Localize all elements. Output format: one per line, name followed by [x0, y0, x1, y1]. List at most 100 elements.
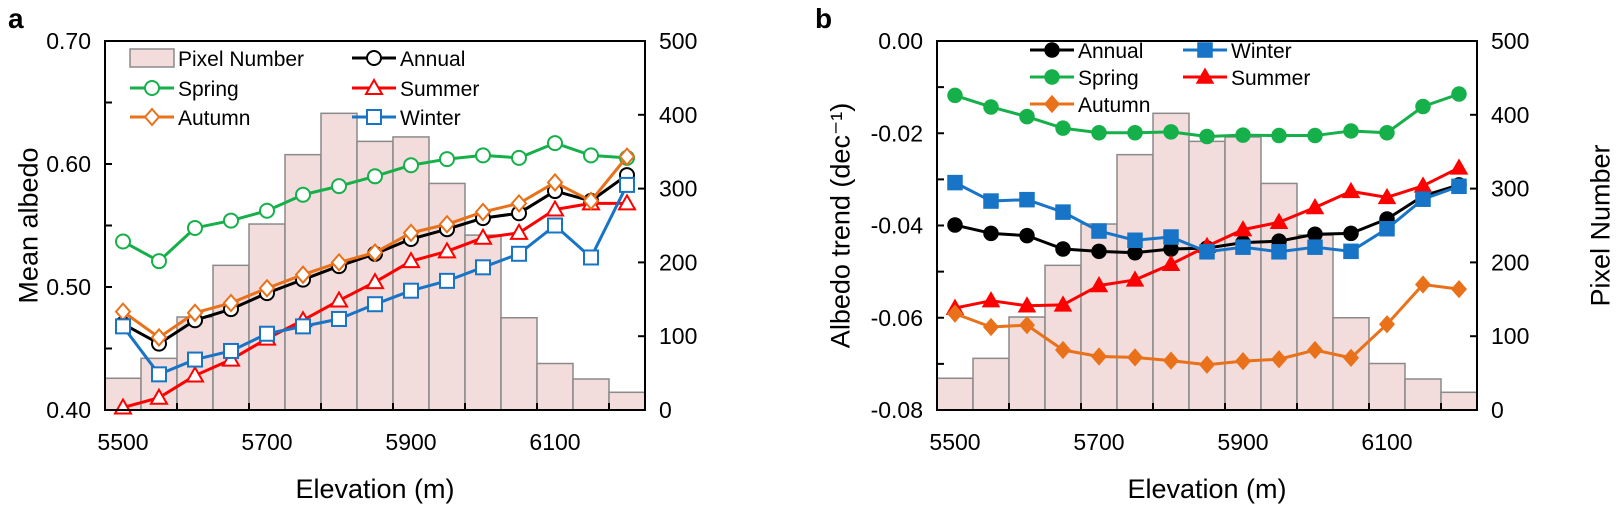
point-winter — [1235, 239, 1251, 255]
point-winter — [619, 176, 635, 193]
point-winter — [511, 245, 527, 262]
point-spring — [547, 135, 563, 152]
y-tick-label: 0.60 — [46, 151, 91, 177]
point-summer — [1449, 158, 1469, 175]
y-tick-label: -0.08 — [871, 397, 923, 423]
bar-pixel-number — [1044, 264, 1082, 411]
point-summer — [1305, 197, 1325, 215]
point-spring — [1379, 125, 1395, 141]
x-tick-label: 6100 — [1361, 429, 1412, 455]
x-tick-label: 5500 — [97, 429, 148, 455]
legend-item-autumn: Autumn — [1030, 94, 1150, 117]
legend-label: Autumn — [178, 107, 250, 130]
point-autumn — [1055, 340, 1071, 360]
legend-item-pixel-number: Pixel Number — [129, 48, 304, 71]
point-spring — [439, 151, 455, 168]
point-winter — [1307, 239, 1323, 255]
legend-item-winter: Winter — [352, 107, 461, 130]
y-tick-label: 0.50 — [46, 274, 91, 300]
point-summer — [1125, 270, 1145, 287]
point-spring — [367, 168, 383, 185]
point-summer — [1017, 296, 1037, 313]
y-tick-label: -0.06 — [871, 305, 923, 331]
panel-b: 5500 5700 5900 6100 Elevation (m) -0.08 -0.06 -… — [815, 3, 1615, 504]
point-summer — [437, 241, 457, 259]
x-axis-label: Elevation (m) — [295, 474, 454, 504]
point-autumn — [438, 214, 456, 234]
point-autumn — [474, 202, 492, 222]
point-autumn — [1163, 351, 1179, 370]
y2-tick-label: 200 — [1491, 249, 1529, 275]
y2-tick-label: 300 — [1491, 176, 1529, 202]
legend-item-autumn: Autumn — [130, 107, 250, 130]
legend-label: Autumn — [1078, 94, 1150, 117]
y2-tick-label: 0 — [1491, 397, 1504, 423]
point-winter — [983, 193, 999, 209]
point-spring — [115, 233, 131, 250]
y2-tick-label: 400 — [659, 102, 697, 128]
bar-pixel-number — [1440, 391, 1478, 411]
y2-tick-label: 0 — [659, 397, 672, 423]
bar-pixel-number — [1224, 136, 1262, 411]
point-winter — [151, 366, 167, 383]
point-winter — [115, 318, 131, 335]
point-spring — [1343, 123, 1359, 139]
point-spring — [583, 147, 599, 164]
point-autumn — [582, 191, 600, 211]
y2-tick-label: 300 — [659, 176, 697, 202]
point-spring — [223, 212, 239, 229]
y-tick-label: -0.04 — [871, 213, 924, 239]
point-spring — [295, 186, 311, 203]
legend-marker — [144, 80, 160, 96]
y-tick-label: -0.02 — [871, 120, 923, 146]
bar-pixel-number — [536, 362, 574, 411]
point-autumn — [1451, 280, 1467, 299]
series-winter — [947, 174, 1467, 260]
point-spring — [511, 149, 527, 166]
point-winter — [259, 325, 275, 342]
legend-marker — [1195, 67, 1215, 84]
point-spring — [1307, 127, 1323, 144]
point-autumn — [1091, 347, 1107, 366]
point-summer — [1341, 181, 1361, 199]
point-winter — [1019, 191, 1035, 208]
legend-item-spring: Spring — [1030, 67, 1139, 90]
legend-item-summer: Summer — [1183, 67, 1310, 90]
point-summer — [1089, 275, 1109, 293]
point-autumn — [114, 302, 132, 322]
series-spring — [947, 86, 1467, 145]
bar-pixel-number — [936, 377, 974, 411]
legend-item-winter: Winter — [1183, 40, 1292, 63]
legend-marker — [366, 50, 382, 66]
point-winter — [547, 217, 563, 234]
panel-a: 5500 5700 5900 6100 Elevation (m) 0.40 0.50 0.6… — [8, 3, 697, 504]
point-spring — [1235, 127, 1251, 143]
point-autumn — [1307, 340, 1323, 360]
point-autumn — [983, 317, 999, 337]
point-spring — [331, 178, 347, 195]
legend: Pixel Number Spring Autumn Annual Summer Wint… — [129, 48, 479, 130]
bar-pixel-number — [500, 317, 538, 411]
legend-label: Spring — [1078, 67, 1139, 90]
point-annual — [1091, 243, 1107, 260]
point-autumn — [150, 327, 168, 347]
point-winter — [583, 249, 599, 266]
y2-tick-label: 100 — [659, 323, 697, 349]
point-autumn — [1019, 315, 1035, 335]
point-autumn — [947, 304, 963, 323]
point-spring — [1415, 98, 1431, 115]
point-autumn — [1199, 355, 1215, 374]
point-autumn — [1343, 348, 1359, 368]
legend-label: Annual — [1078, 40, 1143, 63]
point-summer — [1053, 295, 1073, 312]
bar-pixel-number — [212, 264, 250, 411]
point-annual — [983, 225, 999, 242]
y2-tick-label: 200 — [659, 249, 697, 275]
point-summer — [1269, 212, 1289, 230]
point-winter — [1091, 223, 1107, 239]
point-spring — [1091, 125, 1107, 141]
point-winter — [439, 272, 455, 289]
point-summer — [185, 365, 205, 383]
y2-tick-label: 500 — [659, 28, 697, 54]
point-autumn — [1415, 275, 1431, 294]
